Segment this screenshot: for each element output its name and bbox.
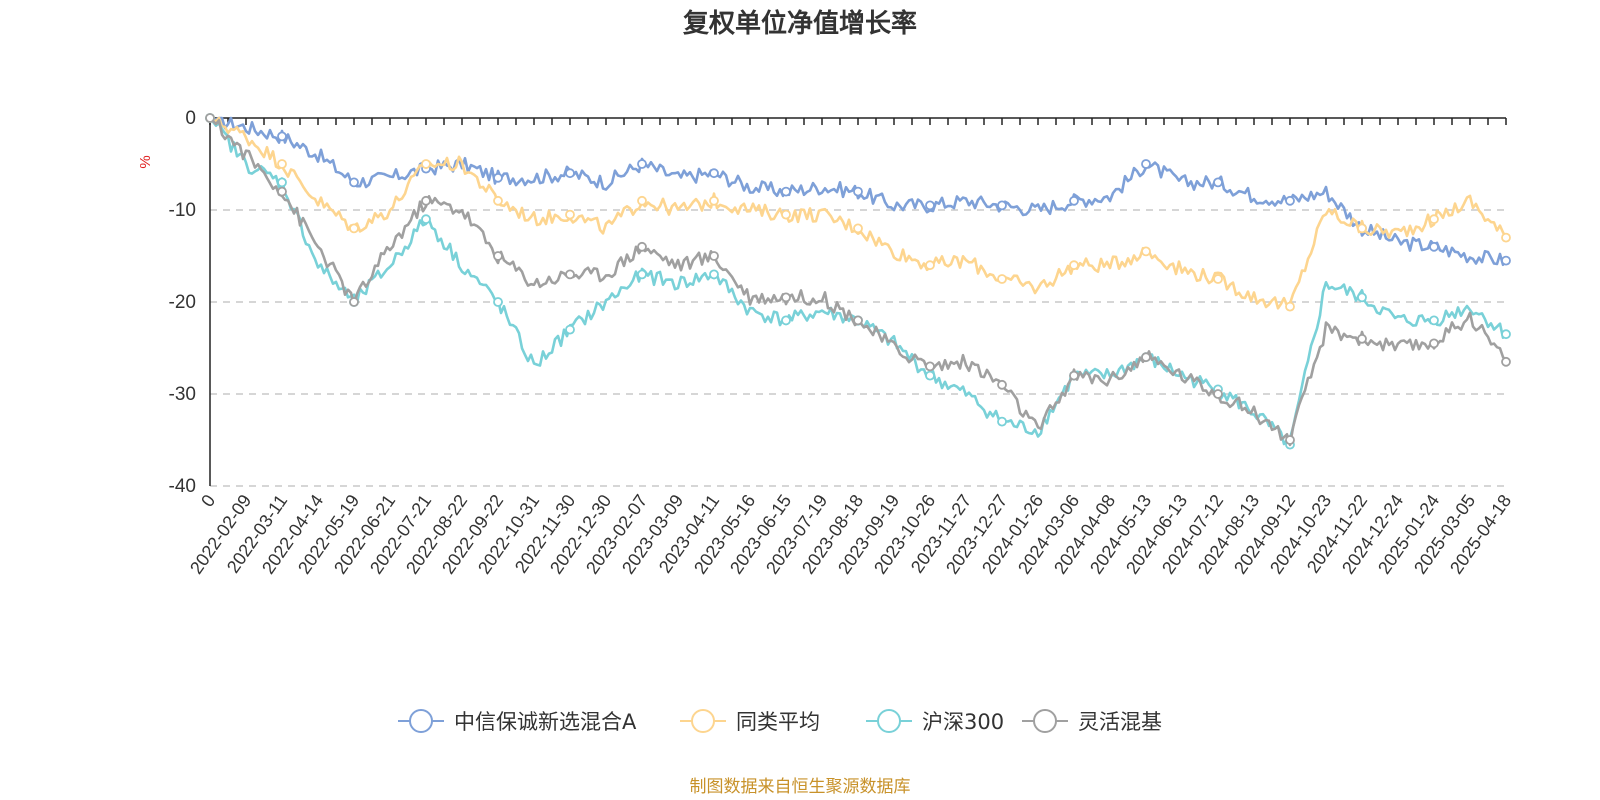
y-tick-label: -30 (169, 384, 196, 405)
legend-label: 中信保诚新选混合A (454, 710, 637, 734)
data-point (565, 168, 575, 179)
data-point (493, 251, 503, 261)
data-point (781, 186, 791, 197)
data-point (925, 361, 935, 372)
legend-label: 同类平均 (736, 710, 820, 734)
series-line (209, 117, 1508, 447)
series-lines (205, 113, 1511, 450)
data-point (853, 315, 863, 326)
data-point (781, 315, 791, 326)
y-tick-label: -10 (169, 200, 196, 221)
y-tick-label: -40 (169, 476, 196, 497)
data-point (1429, 214, 1439, 225)
data-point (1501, 255, 1511, 266)
data-point (349, 223, 359, 234)
data-point (709, 251, 719, 261)
data-point (637, 195, 647, 206)
data-point (1501, 329, 1511, 340)
data-point (637, 159, 647, 169)
data-point (565, 209, 575, 220)
data-point (637, 269, 647, 280)
data-point (997, 200, 1007, 211)
y-tick-label: 0 (185, 108, 196, 129)
data-point (1141, 352, 1151, 363)
data-point (781, 292, 791, 303)
data-point (1069, 370, 1079, 381)
y-tick-labels: 0 -10 -20 -30 -40 (169, 108, 196, 497)
data-point (1213, 389, 1223, 399)
data-point (1069, 260, 1079, 271)
data-point (1285, 301, 1295, 312)
data-point (1429, 315, 1439, 326)
data-point (781, 209, 791, 220)
data-point (997, 379, 1007, 390)
series-line (209, 116, 1508, 310)
data-point (997, 274, 1007, 284)
data-point (853, 223, 863, 234)
data-point (565, 324, 575, 335)
x-tick-labels: 02022-02-092022-03-112022-04-142022-05-1… (186, 491, 1515, 578)
x-tick-label: 0 (197, 491, 219, 511)
data-point (1357, 333, 1367, 344)
data-point (1285, 435, 1295, 445)
chart-title: 复权单位净值增长率 (683, 8, 917, 39)
data-point (421, 159, 431, 169)
data-point (1141, 159, 1151, 169)
data-point (1429, 338, 1439, 349)
data-point (565, 269, 575, 280)
data-point (637, 241, 647, 252)
data-point (709, 195, 719, 206)
legend-marker (409, 709, 433, 733)
data-point (421, 214, 431, 225)
data-point (493, 297, 503, 307)
legend: 中信保诚新选混合A 同类平均 沪深300 灵活混基 (398, 709, 1162, 734)
axes (209, 117, 1507, 486)
data-point (1285, 195, 1295, 206)
data-point (493, 195, 503, 206)
data-point (709, 168, 719, 179)
y-tick-label: -20 (169, 292, 196, 313)
data-point (1357, 223, 1367, 234)
data-point (493, 172, 503, 183)
data-point (1501, 232, 1511, 243)
data-point (1213, 177, 1223, 188)
data-point (1357, 292, 1367, 303)
legend-marker (691, 709, 715, 733)
data-point (421, 195, 431, 206)
data-point (349, 177, 359, 188)
data-point (1213, 274, 1223, 284)
data-point (997, 416, 1007, 427)
data-point (1501, 356, 1511, 367)
data-point (925, 260, 935, 271)
series-line (208, 117, 1507, 446)
data-point (277, 177, 287, 188)
data-point (853, 186, 863, 197)
data-point (1429, 241, 1439, 252)
source-note: 制图数据来自恒生聚源数据库 (690, 777, 911, 797)
data-point (1141, 246, 1151, 257)
y-axis-unit: % (137, 155, 154, 168)
legend-label: 灵活混基 (1078, 710, 1162, 734)
data-point (277, 131, 287, 142)
legend-marker (877, 709, 901, 733)
legend-marker (1033, 709, 1057, 733)
data-point (277, 186, 287, 197)
data-point (205, 113, 215, 123)
data-point (925, 370, 935, 381)
legend-label: 沪深300 (922, 710, 1004, 734)
data-point (709, 269, 719, 280)
data-point (277, 159, 287, 169)
data-point (925, 200, 935, 211)
data-point (1069, 195, 1079, 206)
data-point (349, 297, 359, 307)
